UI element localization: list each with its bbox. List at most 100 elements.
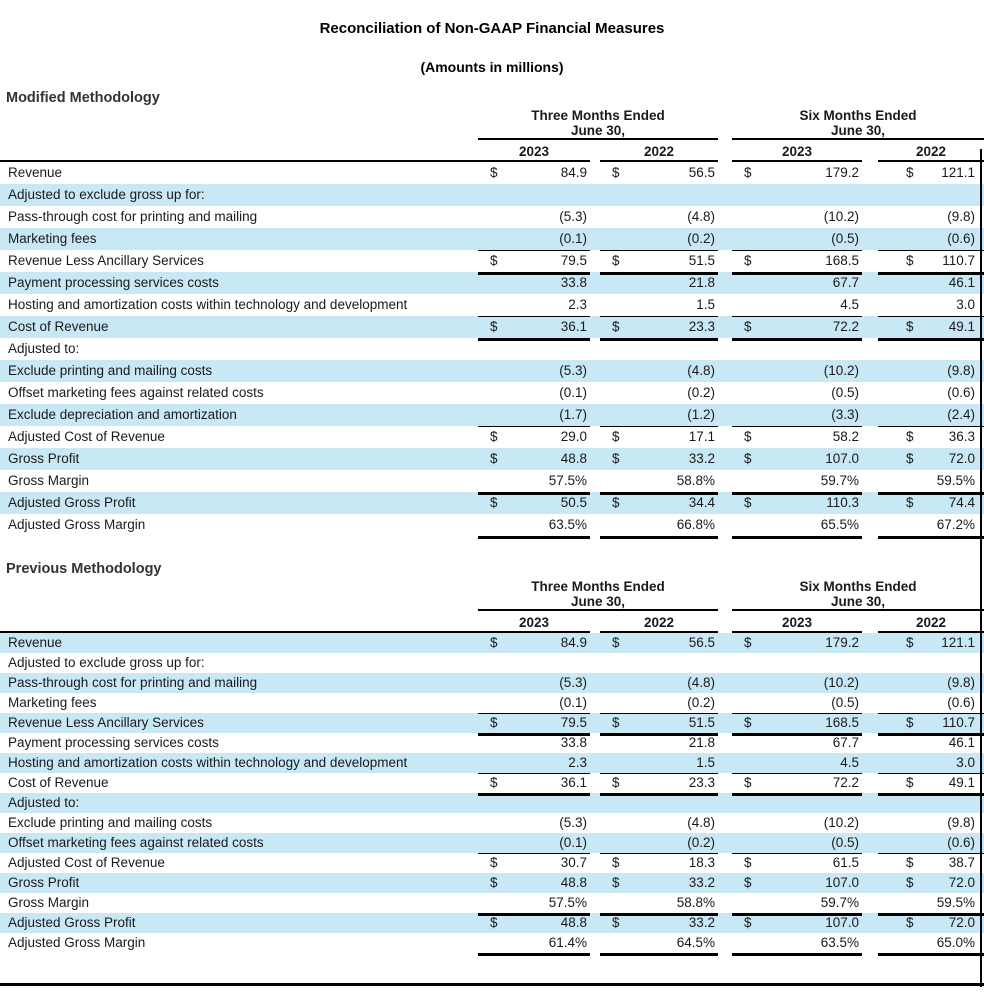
currency-symbol: $ xyxy=(490,915,498,930)
row-label: Pass-through cost for printing and maili… xyxy=(8,209,258,224)
cell-value: (0.2) xyxy=(687,385,715,400)
cell-value: 84.9 xyxy=(560,165,587,180)
column-gap xyxy=(718,813,732,833)
row-label: Gross Margin xyxy=(8,473,90,488)
value-cell-3m-2023: $84.9 xyxy=(478,633,590,653)
row-label: Pass-through cost for printing and maili… xyxy=(8,675,258,690)
period-group: Three Months Ended June 30, xyxy=(478,577,718,611)
column-gap xyxy=(718,294,732,317)
period-group: Six Months Ended June 30, xyxy=(732,106,984,140)
value-cell-3m-2022: $51.5 xyxy=(600,713,718,736)
value-cell-6m-2022: (0.6) xyxy=(878,228,984,251)
cell-value: 56.5 xyxy=(688,635,715,650)
value-cell-3m-2022: 66.8% xyxy=(600,514,718,539)
cell-value: 33.8 xyxy=(560,275,587,290)
cell-value: 2.3 xyxy=(568,755,587,770)
column-gap xyxy=(862,853,878,873)
value-cell-3m-2023: (5.3) xyxy=(478,206,590,228)
column-gap xyxy=(590,426,600,448)
currency-symbol: $ xyxy=(744,635,752,650)
column-gap xyxy=(718,873,732,893)
column-gap xyxy=(590,733,600,753)
cell-value: 33.2 xyxy=(688,915,715,930)
currency-symbol: $ xyxy=(612,875,620,890)
currency-symbol: $ xyxy=(744,715,752,730)
value-cell-6m-2023: 59.7% xyxy=(732,893,862,916)
row-label: Exclude depreciation and amortization xyxy=(8,407,237,422)
value-cell-3m-2023: $36.1 xyxy=(478,316,590,341)
column-gap xyxy=(718,853,732,873)
value-cell-6m-2023: (10.2) xyxy=(732,813,862,833)
value-cell-6m-2022: (0.6) xyxy=(878,833,984,854)
value-cell-3m-2023 xyxy=(478,338,590,360)
column-gap xyxy=(862,162,878,184)
column-gap xyxy=(862,448,878,470)
year-label: 2023 xyxy=(478,613,590,633)
cell-value: 49.1 xyxy=(948,775,975,790)
cell-value: 36.1 xyxy=(560,319,587,334)
column-gap xyxy=(862,673,878,693)
value-cell-3m-2022: 58.8% xyxy=(600,470,718,495)
value-cell-6m-2023: $179.2 xyxy=(732,633,862,653)
row-label: Cost of Revenue xyxy=(8,319,109,334)
cell-value: 121.1 xyxy=(941,635,975,650)
cell-value: 23.3 xyxy=(688,319,715,334)
column-gap xyxy=(718,162,732,184)
value-cell-3m-2023: $48.8 xyxy=(478,913,590,933)
value-cell-3m-2022: (0.2) xyxy=(600,228,718,251)
row-label: Gross Profit xyxy=(8,451,80,466)
cell-value: (5.3) xyxy=(559,675,587,690)
period-group: Six Months Ended June 30, xyxy=(732,577,984,611)
column-gap xyxy=(590,272,600,294)
value-cell-6m-2023: $58.2 xyxy=(732,426,862,448)
currency-symbol: $ xyxy=(906,635,914,650)
value-cell-6m-2023: $110.3 xyxy=(732,492,862,514)
value-cell-6m-2023: $179.2 xyxy=(732,162,862,184)
value-cell-3m-2022: $23.3 xyxy=(600,316,718,341)
cell-value: 65.5% xyxy=(820,517,859,532)
currency-symbol: $ xyxy=(490,253,498,268)
cell-value: 1.5 xyxy=(696,297,715,312)
cell-value: 74.4 xyxy=(948,495,975,510)
row-label: Adjusted Cost of Revenue xyxy=(8,855,165,870)
value-cell-6m-2023: $72.2 xyxy=(732,316,862,341)
column-gap xyxy=(862,753,878,774)
value-cell-6m-2023: 4.5 xyxy=(732,294,862,317)
column-gap xyxy=(862,733,878,753)
column-gap xyxy=(862,793,878,813)
currency-symbol: $ xyxy=(744,875,752,890)
currency-symbol: $ xyxy=(612,915,620,930)
value-cell-6m-2022: $36.3 xyxy=(878,426,984,448)
value-cell-3m-2023: 57.5% xyxy=(478,893,590,916)
cell-value: 2.3 xyxy=(568,297,587,312)
cell-value: 21.8 xyxy=(688,735,715,750)
column-gap xyxy=(590,793,600,813)
value-cell-3m-2022: $56.5 xyxy=(600,633,718,653)
value-cell-3m-2023: (5.3) xyxy=(478,360,590,382)
row-label: Adjusted to exclude gross up for: xyxy=(8,655,205,670)
cell-value: (0.6) xyxy=(947,695,975,710)
cell-value: (9.8) xyxy=(947,675,975,690)
value-cell-3m-2023: (0.1) xyxy=(478,693,590,714)
value-cell-3m-2022 xyxy=(600,653,718,673)
currency-symbol: $ xyxy=(612,429,620,444)
year-label: 2023 xyxy=(732,613,862,633)
row-label: Hosting and amortization costs within te… xyxy=(8,755,408,770)
cell-value: 63.5% xyxy=(820,935,859,950)
row-label: Revenue xyxy=(8,165,63,180)
cell-value: (1.2) xyxy=(687,407,715,422)
cell-value: 110.7 xyxy=(942,253,975,268)
value-cell-6m-2023 xyxy=(732,793,862,813)
currency-symbol: $ xyxy=(744,429,752,444)
currency-symbol: $ xyxy=(612,253,620,268)
value-cell-3m-2023: $50.5 xyxy=(478,492,590,514)
cell-value: (0.5) xyxy=(831,835,859,850)
cell-value: 17.1 xyxy=(688,429,715,444)
column-gap xyxy=(590,360,600,382)
currency-symbol: $ xyxy=(744,495,752,510)
column-gap xyxy=(590,184,600,206)
row-label: Offset marketing fees against related co… xyxy=(8,835,264,850)
cell-value: 58.8% xyxy=(676,473,715,488)
value-cell-3m-2022: (4.8) xyxy=(600,673,718,693)
cell-value: 107.0 xyxy=(825,451,859,466)
